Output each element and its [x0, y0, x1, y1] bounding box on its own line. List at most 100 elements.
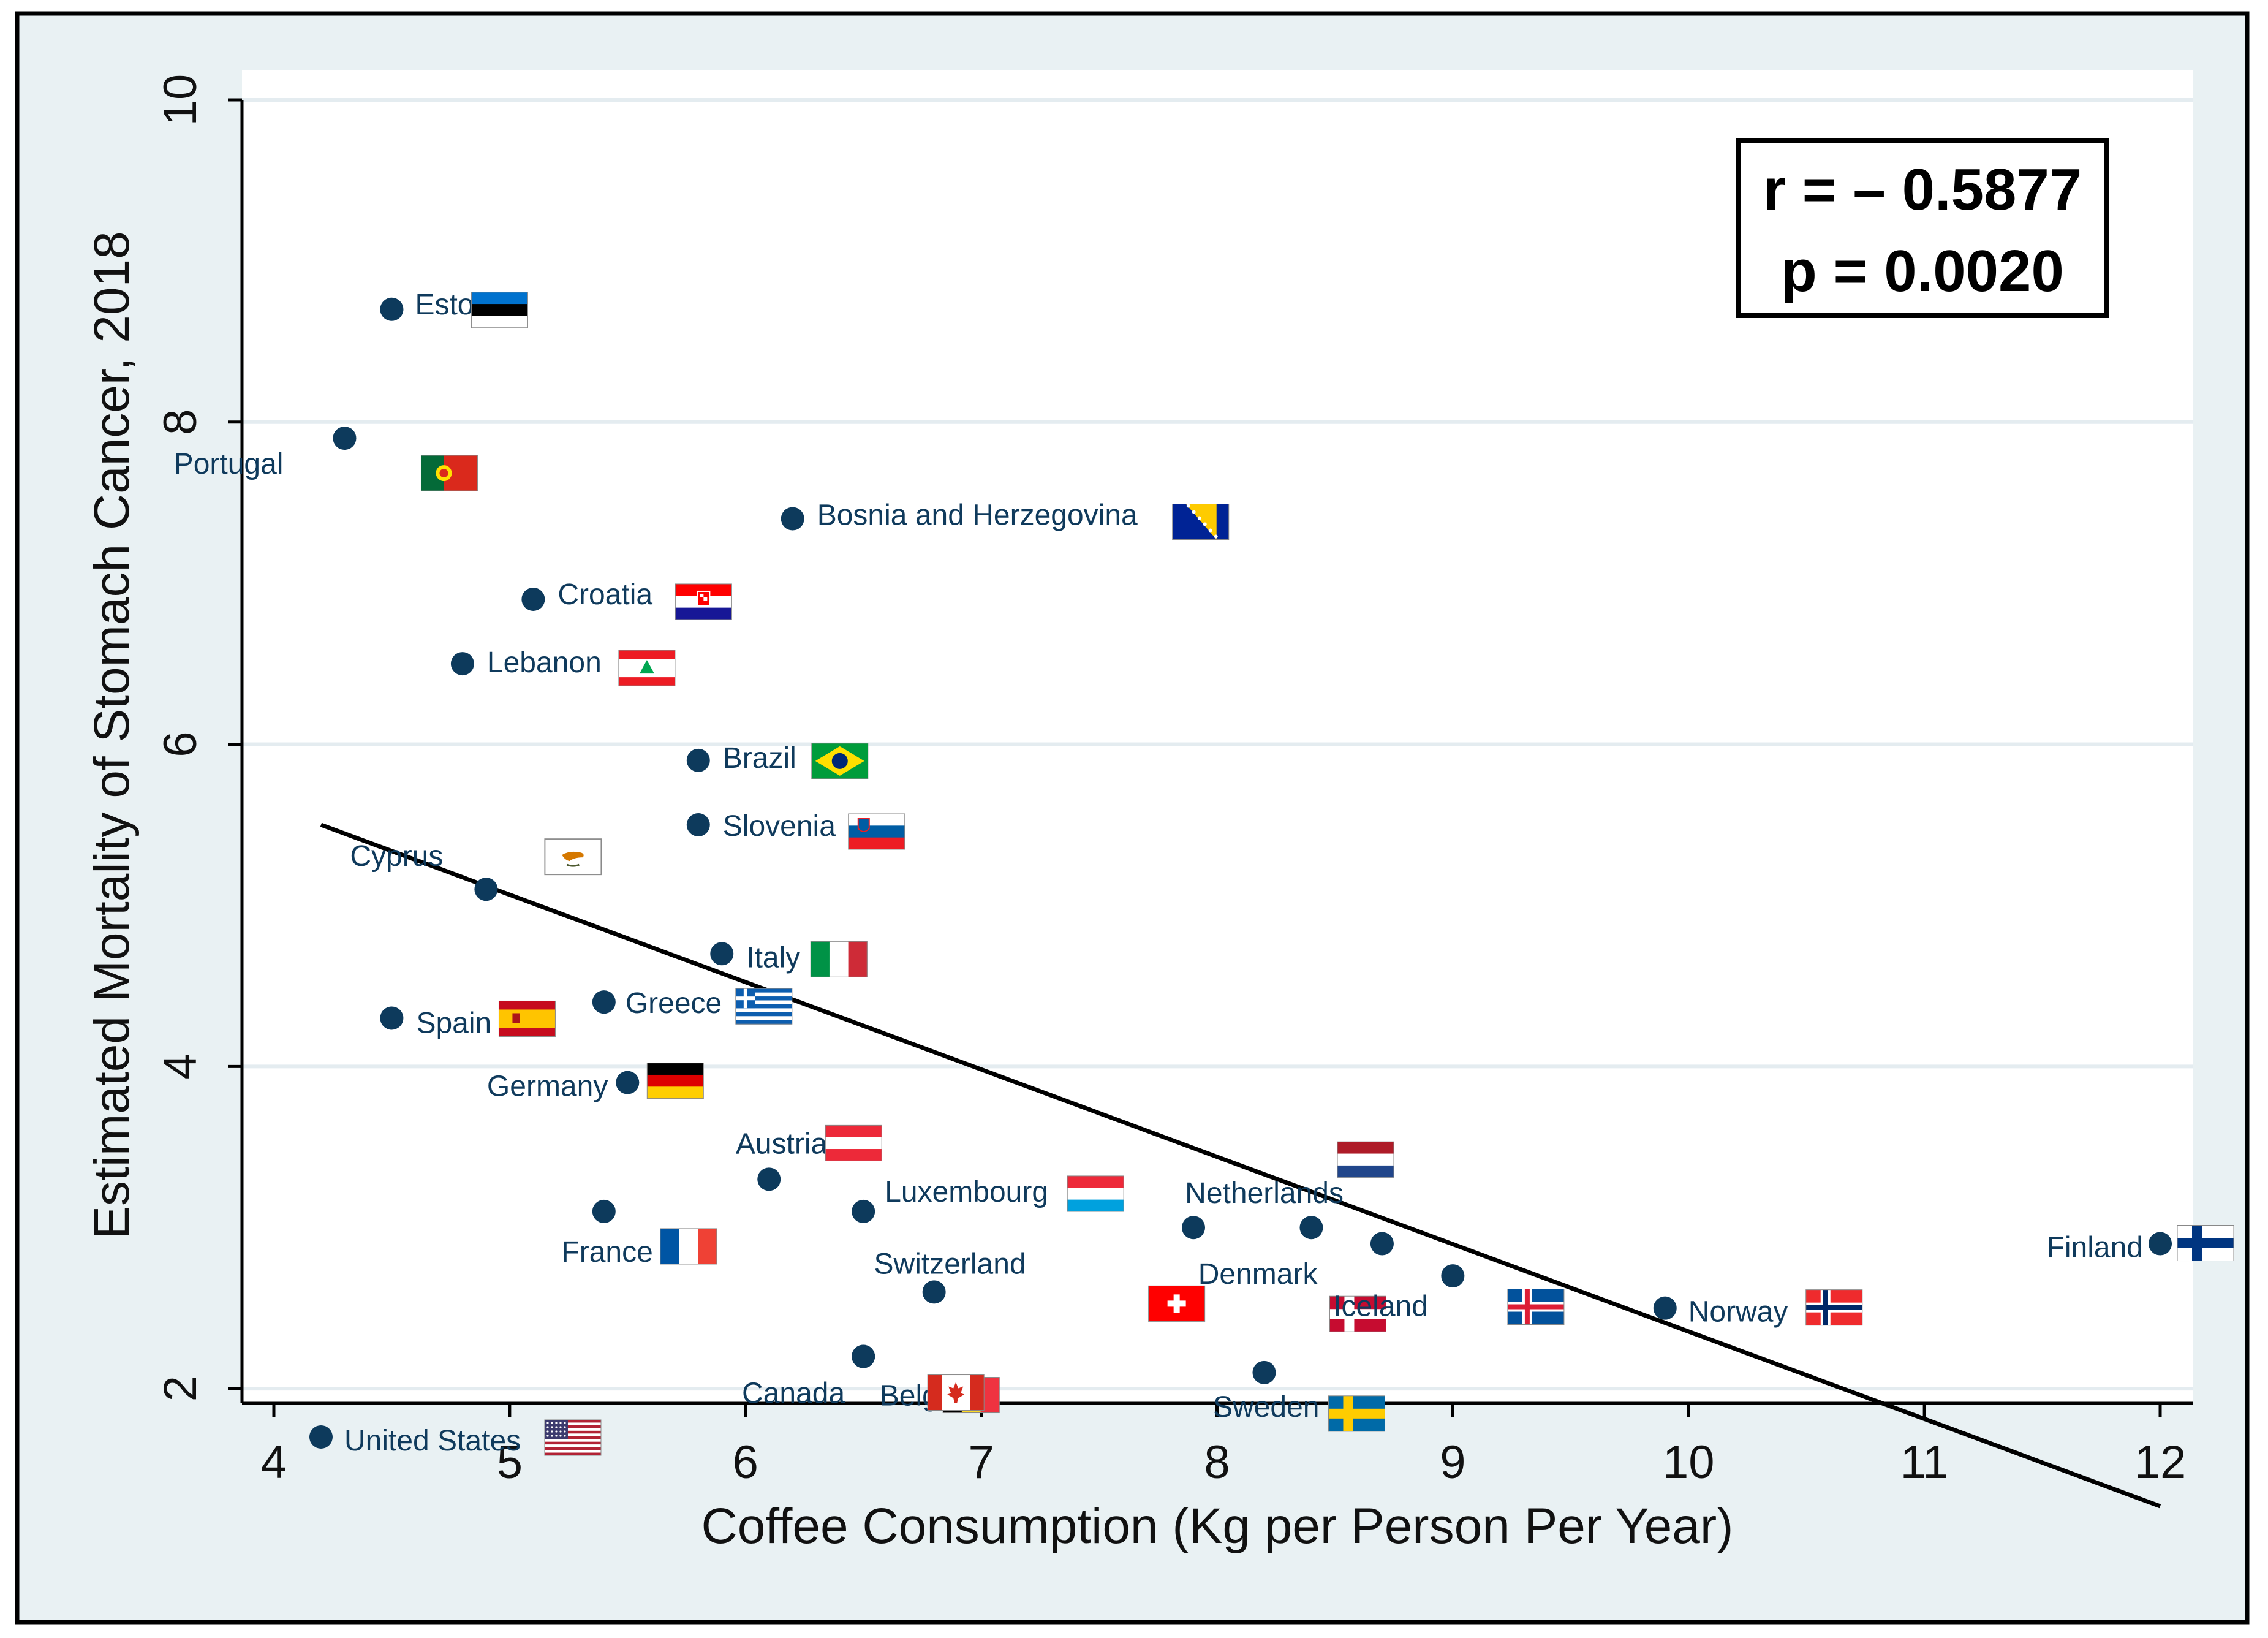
- point-label: Netherlands: [1185, 1177, 1344, 1210]
- point-marker: [2149, 1232, 2172, 1256]
- point-marker: [852, 1344, 875, 1368]
- point-label: Italy: [746, 941, 800, 974]
- data-point-portugal: Portugal: [174, 427, 478, 491]
- point-marker: [474, 878, 498, 901]
- finland-flag-icon: [2177, 1225, 2234, 1262]
- point-marker: [592, 1199, 616, 1223]
- point-label: Luxembourg: [885, 1176, 1048, 1208]
- point-label: Germany: [487, 1071, 608, 1103]
- point-label: Canada: [742, 1378, 845, 1410]
- point-marker: [922, 1280, 946, 1304]
- point-marker: [710, 942, 734, 966]
- iceland-flag-icon: [1507, 1289, 1565, 1325]
- slovenia-flag-icon: [848, 813, 905, 850]
- data-point-greece: Greece: [592, 987, 793, 1025]
- data-point-denmark: Denmark: [1198, 1216, 1386, 1332]
- point-label: Croatia: [558, 578, 652, 611]
- data-point-sweden: Sweden: [1213, 1360, 1385, 1432]
- point-marker: [309, 1425, 333, 1449]
- data-point-norway: Norway: [1653, 1289, 1863, 1329]
- point-label: Bosnia and Herzegovina: [817, 499, 1138, 532]
- y-tick-label: 6: [154, 731, 206, 757]
- point-label: Cyprus: [350, 840, 443, 873]
- point-marker: [686, 813, 710, 836]
- data-point-switzerland: Switzerland: [874, 1248, 1206, 1322]
- data-point-croatia: Croatia: [521, 578, 732, 620]
- data-point-cyprus: Cyprus: [350, 838, 602, 901]
- point-marker: [592, 990, 616, 1014]
- stats-box: r = – 0.5877 p = 0.0020: [1736, 138, 2109, 318]
- data-point-spain: Spain: [380, 1000, 556, 1039]
- point-marker: [852, 1199, 875, 1223]
- data-points: Estonia Portugal Bosnia and Herzegovina Cro…: [174, 289, 2234, 1457]
- y-tick-label: 2: [154, 1376, 206, 1401]
- y-tick-label: 4: [154, 1053, 206, 1079]
- point-marker: [757, 1167, 781, 1191]
- spain-flag-icon: [498, 1000, 556, 1037]
- data-point-lebanon: Lebanon: [450, 646, 676, 686]
- united-states-flag-icon: [544, 1419, 602, 1456]
- x-tick-label: 8: [1204, 1436, 1230, 1488]
- stats-r-value: r = – 0.5877: [1763, 157, 2082, 222]
- greece-flag-icon: [735, 988, 793, 1025]
- point-label: Iceland: [1333, 1291, 1428, 1323]
- point-marker: [450, 652, 474, 676]
- data-point-estonia: Estonia: [380, 289, 528, 328]
- sweden-flag-icon: [1328, 1395, 1385, 1432]
- data-point-united-states: United States: [309, 1419, 602, 1457]
- point-marker: [1252, 1360, 1276, 1384]
- point-label: Greece: [626, 987, 722, 1020]
- portugal-flag-icon: [420, 455, 478, 491]
- x-tick-label: 4: [261, 1436, 287, 1488]
- point-label: France: [561, 1236, 652, 1268]
- data-point-brazil: Brazil: [686, 742, 869, 779]
- x-tick-label: 9: [1440, 1436, 1465, 1488]
- switzerland-flag-icon: [1148, 1285, 1206, 1322]
- point-marker: [781, 507, 804, 531]
- norway-flag-icon: [1805, 1289, 1863, 1326]
- data-point-finland: Finland: [2047, 1225, 2234, 1264]
- cyprus-flag-icon: [544, 838, 602, 876]
- point-marker: [1182, 1216, 1206, 1240]
- data-point-slovenia: Slovenia: [686, 810, 905, 850]
- x-tick-label: 5: [497, 1436, 523, 1488]
- data-point-canada: Canada: [742, 1344, 985, 1411]
- point-label: Brazil: [723, 742, 796, 775]
- point-label: Lebanon: [487, 646, 602, 679]
- bosnia-and-herzegovina-flag-icon: [1172, 504, 1230, 540]
- austria-flag-icon: [825, 1124, 882, 1161]
- france-flag-icon: [660, 1228, 717, 1265]
- data-point-austria: Austria: [736, 1124, 882, 1191]
- y-axis-title: Estimated Mortality of Stomach Cancer, 2…: [84, 231, 140, 1239]
- point-label: Austria: [736, 1128, 828, 1160]
- point-label: Denmark: [1198, 1258, 1318, 1291]
- data-point-bosnia-and-herzegovina: Bosnia and Herzegovina: [781, 499, 1230, 540]
- denmark-flag-icon: [1329, 1295, 1386, 1332]
- luxembourg-flag-icon: [1067, 1175, 1124, 1212]
- fit-line: [320, 822, 2161, 1509]
- point-marker: [1653, 1296, 1677, 1320]
- point-marker: [380, 297, 404, 321]
- point-label: Sweden: [1213, 1391, 1319, 1424]
- point-label: United States: [344, 1425, 521, 1457]
- x-axis-title: Coffee Consumption (Kg per Person Per Ye…: [701, 1498, 1733, 1554]
- x-tick-label: 7: [968, 1436, 994, 1488]
- point-marker: [616, 1071, 640, 1094]
- data-point-italy: Italy: [710, 941, 868, 977]
- data-point-luxembourg: Luxembourg: [852, 1175, 1124, 1223]
- y-tick-label: 8: [154, 409, 206, 435]
- stats-p-value: p = 0.0020: [1781, 238, 2064, 304]
- point-marker: [333, 427, 357, 450]
- point-marker: [686, 748, 710, 772]
- data-point-iceland: Iceland: [1333, 1232, 1565, 1325]
- point-marker: [1299, 1216, 1323, 1240]
- y-tick-label: 10: [154, 74, 206, 126]
- point-label: Spain: [416, 1007, 491, 1039]
- data-point-netherlands: Netherlands: [1182, 1141, 1394, 1240]
- germany-flag-icon: [646, 1063, 704, 1099]
- gridlines: [242, 98, 2193, 1391]
- estonia-flag-icon: [471, 292, 528, 328]
- point-marker: [1370, 1232, 1394, 1256]
- x-tick-label: 10: [1663, 1436, 1715, 1488]
